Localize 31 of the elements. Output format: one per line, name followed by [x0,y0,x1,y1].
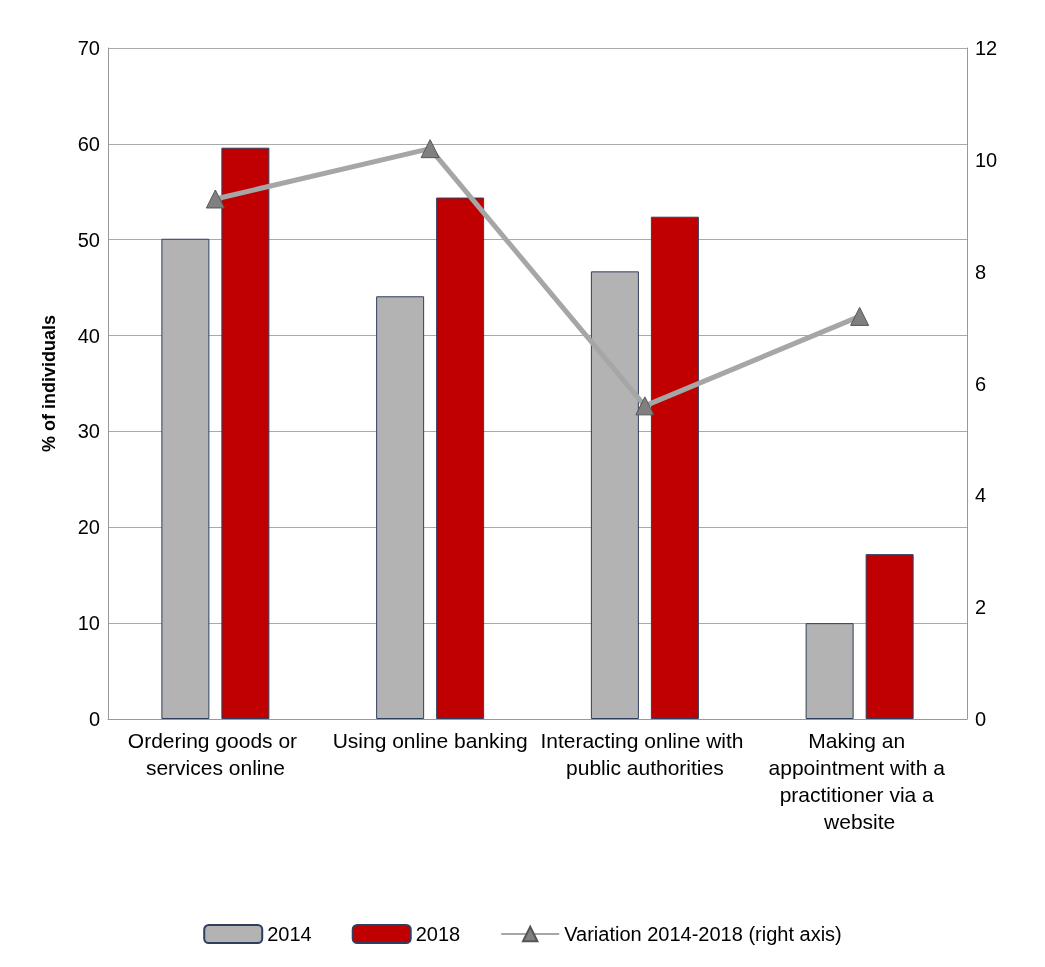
y-tick-label: 0 [88,708,100,730]
bar [650,216,699,719]
y-tick-label: 50 [77,228,100,251]
legend-label: 2014 [267,923,312,945]
y2-tick-label: 6 [975,372,987,395]
y2-tick-label: 2 [975,596,987,619]
legend-label: Variation 2014-2018 (right axis) [564,923,842,945]
y-axis-title: % of individuals [39,314,59,453]
y-tick-label: 20 [77,516,100,539]
y-tick-label: 40 [77,324,100,347]
y-tick-label: 30 [77,420,100,443]
y-tick-label: 10 [77,612,100,635]
y2-tick-label: 8 [975,260,987,283]
bar [865,554,914,719]
point [850,306,870,326]
bar [436,197,485,719]
y-tick-label: 70 [77,37,100,59]
point [635,396,655,416]
y-tick-label: 60 [77,132,100,155]
y2-tick-label: 10 [975,148,998,171]
legend-label: 2018 [415,923,461,945]
x-tick-label: Interacting online with public authorities [540,729,750,779]
bar [221,147,270,719]
point [205,189,225,209]
point [420,139,440,159]
y2-tick-label: 4 [975,484,987,507]
y2-tick-label: 0 [975,708,987,730]
x-tick-label: Using online banking [332,729,528,752]
x-tick-label: Ordering goods or services online [127,729,303,779]
x-tick-label: Making an appointment with a practitioner via a website [768,729,951,833]
y2-tick-label: 12 [975,37,998,59]
